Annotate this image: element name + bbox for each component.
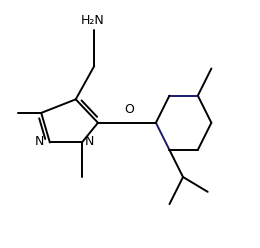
Text: H₂N: H₂N (81, 14, 105, 27)
Text: N: N (34, 135, 44, 148)
Text: N: N (84, 135, 94, 148)
Text: O: O (124, 103, 134, 116)
